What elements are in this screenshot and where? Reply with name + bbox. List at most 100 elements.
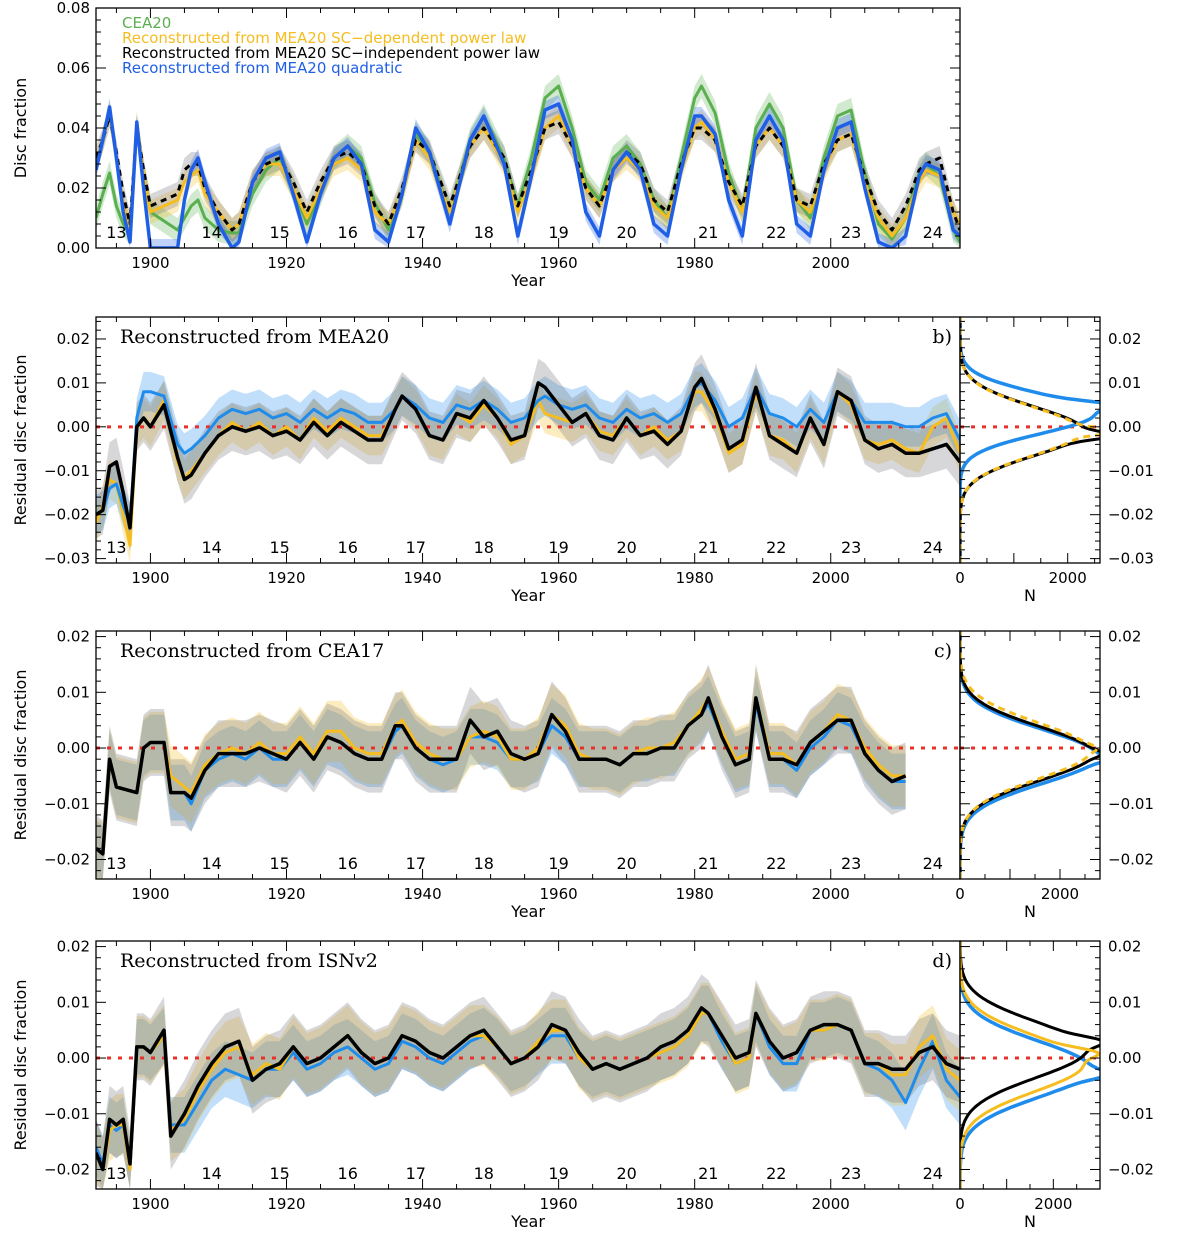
cycle-label: 22: [766, 1164, 786, 1183]
x-tick-label: 1940: [403, 569, 441, 587]
histogram-curves: [960, 317, 1100, 563]
y-tick-label: −0.02: [44, 850, 90, 868]
x-tick-label: 2000: [812, 1195, 850, 1213]
series-line-2: [96, 1006, 960, 1172]
panel-title: Reconstructed from ISNv2: [120, 950, 378, 972]
hist-y-tick-label: −0.02: [1108, 506, 1154, 524]
x-tick-label: 1940: [403, 1195, 441, 1213]
cycle-label: 16: [338, 538, 358, 557]
x-tick-label: 1900: [131, 885, 169, 903]
cycle-label: 13: [106, 1164, 126, 1183]
cycle-label: 20: [616, 538, 636, 557]
y-tick-label: −0.03: [44, 550, 90, 568]
hist-x-tick-label: 0: [955, 569, 965, 587]
y-tick-label: 0.01: [57, 374, 90, 392]
cycle-label: 16: [338, 854, 358, 873]
hist-x-axis-label: N: [1024, 1212, 1036, 1231]
axes-b: 1900 1920 1940 1960 1980 2000−0.03−0.02−0.010…: [11, 316, 961, 605]
series-group-c: [96, 664, 960, 879]
y-tick-label: 0.02: [57, 179, 90, 197]
cycle-label: 18: [474, 854, 494, 873]
uncertainty-band-1: [96, 982, 960, 1189]
cycle-label: 17: [406, 854, 426, 873]
series-group-b: [96, 354, 960, 563]
cycle-label: 14: [201, 854, 221, 873]
hist-y-tick-label: 0.01: [1108, 374, 1141, 392]
hist-x-tick-label: 0: [955, 885, 965, 903]
y-tick-label: 0.02: [57, 330, 90, 348]
cycle-label: 15: [270, 538, 290, 557]
x-axis-label: Year: [510, 902, 545, 921]
y-tick-label: −0.01: [44, 462, 90, 480]
cycle-label: 18: [474, 538, 494, 557]
cycle-label: 16: [338, 1164, 358, 1183]
plot-frame: [95, 7, 961, 249]
legend-entry: CEA20: [122, 14, 171, 32]
y-tick-label: 0.00: [57, 1049, 90, 1067]
y-tick-label: −0.02: [44, 1160, 90, 1178]
x-axis-label: Year: [510, 586, 545, 605]
panel-label: b): [932, 326, 952, 348]
hist-y-tick-label: 0.01: [1108, 683, 1141, 701]
y-axis-label: Residual disc fraction: [11, 980, 30, 1151]
hist-x-axis-label: N: [1024, 586, 1036, 605]
cycle-label: 20: [616, 1164, 636, 1183]
uncertainty-band-0: [96, 985, 960, 1189]
x-tick-label: 2000: [812, 569, 850, 587]
panel-label: d): [932, 950, 952, 972]
hist-y-tick-label: −0.01: [1108, 1105, 1154, 1123]
cycle-label: 24: [923, 854, 943, 873]
cycle-label: 20: [616, 223, 636, 242]
x-tick-label: 1940: [403, 885, 441, 903]
cycle-label: 15: [270, 1164, 290, 1183]
hist-y-tick-label: −0.02: [1108, 850, 1154, 868]
legend-entry: Reconstructed from MEA20 SC−dependent po…: [122, 29, 526, 47]
cycle-label: 20: [616, 854, 636, 873]
x-tick-label: 1960: [540, 885, 578, 903]
x-tick-label: 1900: [131, 254, 169, 272]
cycle-label: 19: [548, 1164, 568, 1183]
y-axis-label: Residual disc fraction: [11, 670, 30, 841]
cycle-label: 13: [106, 223, 126, 242]
cycle-label: 18: [474, 1164, 494, 1183]
cycle-label: 22: [766, 538, 786, 557]
y-axis-label: Residual disc fraction: [11, 355, 30, 526]
cycle-label: 21: [698, 223, 718, 242]
x-tick-label: 1980: [676, 885, 714, 903]
panel-title: Reconstructed from MEA20: [120, 326, 389, 348]
hist-y-tick-label: 0.00: [1108, 418, 1141, 436]
hist-y-tick-label: −0.03: [1108, 550, 1154, 568]
uncertainty-band-2: [96, 354, 960, 552]
cycle-label: 23: [841, 1164, 861, 1183]
cycle-label: 14: [201, 1164, 221, 1183]
axes-a: 1900 1920 1940 1960 1980 20000.000.020.040.06…: [11, 0, 961, 290]
hist-x-tick-label: 2000: [1041, 885, 1079, 903]
x-tick-label: 1980: [676, 569, 714, 587]
cycle-label: 21: [698, 854, 718, 873]
cycle-label: 21: [698, 538, 718, 557]
cycle-label: 14: [201, 223, 221, 242]
cycle-label: 13: [106, 538, 126, 557]
hist-y-tick-label: −0.02: [1108, 1160, 1154, 1178]
hist-y-tick-label: 0.00: [1108, 739, 1141, 757]
axes-c: 1900 1920 1940 1960 1980 2000−0.02−0.010.000.…: [11, 628, 961, 921]
series-line-3: [96, 102, 960, 248]
uncertainty-band-2: [96, 664, 906, 879]
uncertainty-band-1: [96, 363, 960, 544]
hist-frame: [959, 630, 1101, 880]
cycle-label: 17: [406, 1164, 426, 1183]
x-tick-label: 1960: [540, 569, 578, 587]
y-tick-label: −0.01: [44, 1105, 90, 1123]
series-group-d: [96, 974, 960, 1189]
x-tick-label: 1900: [131, 1195, 169, 1213]
cycle-label: 24: [923, 538, 943, 557]
panel-label: c): [934, 640, 952, 662]
histogram-c: −0.02 −0.01 0.00 0.01 0.02 0 2000 N: [955, 628, 1154, 921]
uncertainty-band-1: [96, 667, 906, 879]
cycle-label: 14: [201, 538, 221, 557]
y-tick-label: 0.01: [57, 993, 90, 1011]
series-line-1: [96, 111, 960, 238]
hist-y-tick-label: 0.02: [1108, 628, 1141, 646]
